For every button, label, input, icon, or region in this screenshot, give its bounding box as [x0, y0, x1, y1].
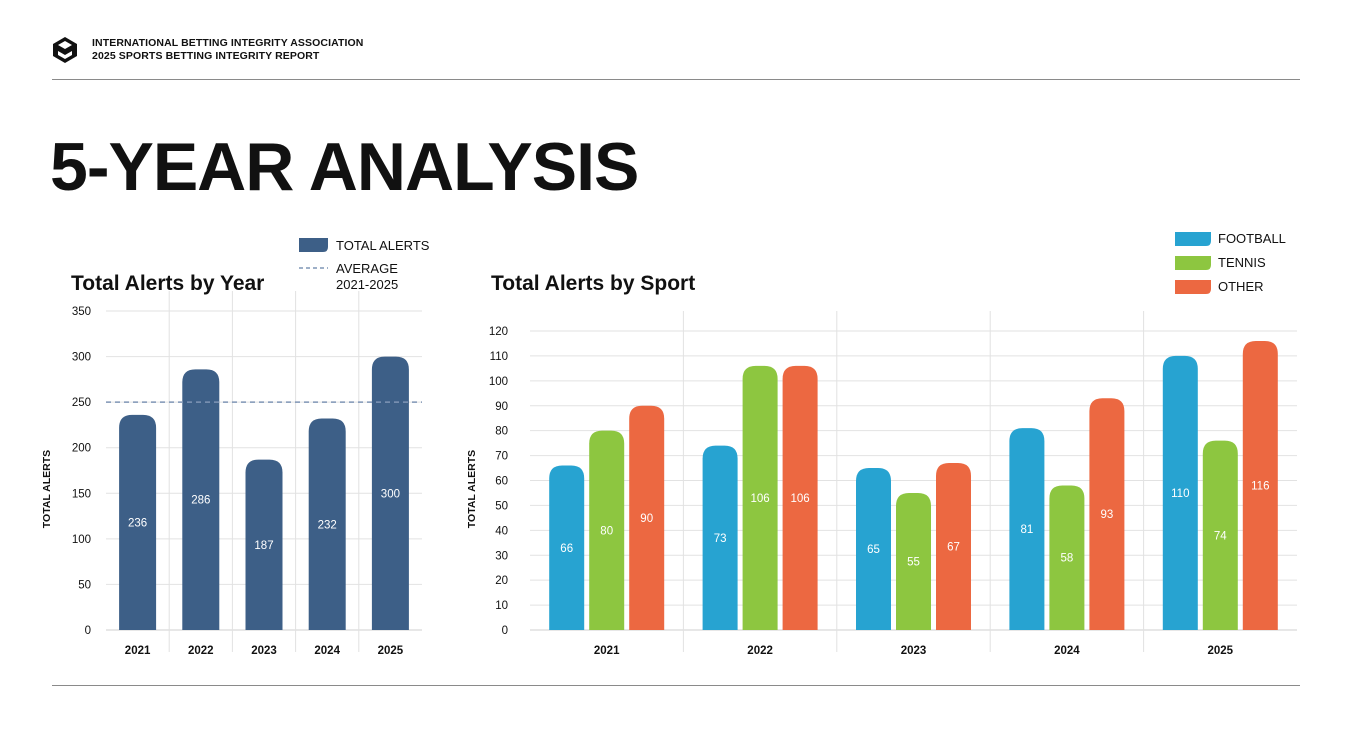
legend-label-tennis: TENNIS: [1218, 255, 1266, 270]
year-chart-y-tick-label: 300: [72, 352, 91, 364]
year-bar: [308, 418, 346, 630]
year-chart-y-tick-label: 250: [72, 397, 91, 409]
sport-bar-other: [629, 405, 665, 630]
sport-bar-value-label: 93: [1101, 509, 1114, 521]
sport-x-tick-label: 2023: [901, 645, 927, 657]
sport-bar-value-label: 55: [907, 556, 920, 568]
sport-chart-y-tick-label: 90: [495, 401, 508, 413]
sport-chart-y-tick-label: 20: [495, 575, 508, 587]
sport-bar-value-label: 106: [791, 493, 810, 505]
year-chart-y-tick-label: 100: [72, 534, 91, 546]
year-bar-value-label: 236: [128, 517, 147, 529]
sport-x-tick-label: 2021: [594, 645, 620, 657]
legend-label-other: OTHER: [1218, 279, 1264, 294]
sport-bar-value-label: 81: [1021, 524, 1034, 536]
legend-label-average-line-2: 2021-2025: [336, 277, 398, 292]
year-chart-y-tick-label: 350: [72, 306, 91, 318]
sport-chart-title: Total Alerts by Sport: [491, 272, 695, 295]
year-chart-y-axis-label: TOTAL ALERTS: [41, 450, 53, 528]
sport-chart-y-tick-label: 50: [495, 500, 508, 512]
year-bar: [182, 369, 220, 630]
sport-bar-value-label: 58: [1061, 553, 1074, 565]
sport-chart-y-tick-label: 100: [489, 376, 508, 388]
sport-chart-legend: FOOTBALL TENNIS OTHER: [1175, 231, 1286, 294]
year-bar-value-label: 286: [191, 495, 210, 507]
year-x-tick-label: 2023: [251, 645, 277, 657]
year-chart-y-tick-label: 200: [72, 443, 91, 455]
year-x-tick-label: 2022: [188, 645, 214, 657]
sport-bar-other: [936, 463, 971, 630]
association-logo-icon: [53, 37, 77, 63]
sport-chart-y-tick-label: 60: [495, 476, 508, 488]
sport-bar-value-label: 106: [751, 493, 770, 505]
sport-chart-y-tick-label: 10: [495, 600, 508, 612]
year-chart-y-tick-label: 0: [85, 625, 91, 637]
sport-chart-y-tick-label: 40: [495, 525, 508, 537]
sport-chart-y-tick-label: 30: [495, 550, 508, 562]
sport-bar-other: [782, 365, 818, 630]
report-header: INTERNATIONAL BETTING INTEGRITY ASSOCIAT…: [52, 36, 363, 64]
sport-bar-value-label: 116: [1251, 480, 1269, 492]
legend-label-average-line-1: AVERAGE: [336, 261, 398, 276]
sport-bar-football: [856, 468, 891, 630]
report-name: 2025 SPORTS BETTING INTEGRITY REPORT: [92, 50, 320, 62]
sport-bar-football: [549, 465, 585, 630]
sport-bar-other: [1089, 398, 1125, 630]
sport-bar-value-label: 73: [714, 533, 727, 545]
legend-swatch-tennis: [1175, 256, 1211, 270]
legend-label-total-alerts: TOTAL ALERTS: [336, 238, 430, 253]
year-bar: [371, 356, 409, 630]
total-alerts-by-year-chart: TOTAL ALERTS AVERAGE 2021-2025 Total Ale…: [41, 238, 430, 657]
sport-chart-y-tick-label: 80: [495, 426, 508, 438]
legend-swatch-total-alerts: [299, 238, 328, 252]
year-x-tick-label: 2024: [314, 645, 340, 657]
year-chart-y-tick-label: 150: [72, 488, 91, 500]
sport-chart-y-tick-label: 70: [495, 451, 508, 463]
legend-swatch-other: [1175, 280, 1211, 294]
header-divider: [52, 79, 1300, 80]
sport-x-tick-label: 2025: [1208, 645, 1234, 657]
year-x-tick-label: 2025: [378, 645, 404, 657]
year-chart-legend: TOTAL ALERTS AVERAGE 2021-2025: [299, 238, 430, 292]
sport-chart-y-tick-label: 0: [502, 625, 508, 637]
page-title: 5-YEAR ANALYSIS: [50, 129, 639, 205]
sport-x-tick-label: 2022: [747, 645, 773, 657]
sport-bar-tennis: [1049, 485, 1085, 630]
sport-bar-value-label: 67: [947, 542, 960, 554]
sport-bar-tennis: [589, 430, 625, 630]
sport-bar-value-label: 90: [640, 513, 653, 525]
year-bar-value-label: 232: [318, 519, 337, 531]
sport-bar-football: [702, 445, 738, 630]
year-bar: [119, 414, 157, 630]
sport-bar-value-label: 65: [867, 544, 880, 556]
sport-chart-y-tick-label: 120: [489, 326, 508, 338]
footer-divider: [52, 685, 1300, 686]
total-alerts-by-sport-chart: FOOTBALL TENNIS OTHER Total Alerts by Sp…: [466, 231, 1297, 657]
sport-bar-tennis: [742, 365, 778, 630]
sport-bar-football: [1009, 428, 1045, 630]
sport-chart-y-tick-label: 110: [490, 351, 508, 363]
organization-name: INTERNATIONAL BETTING INTEGRITY ASSOCIAT…: [92, 37, 364, 49]
sport-bar-tennis: [1202, 440, 1238, 630]
sport-bar-value-label: 110: [1171, 488, 1189, 500]
sport-bar-value-label: 66: [560, 543, 573, 555]
year-chart-y-tick-label: 50: [78, 579, 91, 591]
organization-block: INTERNATIONAL BETTING INTEGRITY ASSOCIAT…: [92, 37, 363, 63]
sport-bar-football: [1162, 355, 1198, 630]
sport-bar-value-label: 80: [600, 525, 613, 537]
year-bar-value-label: 187: [254, 540, 273, 552]
year-bar-value-label: 300: [381, 488, 400, 500]
legend-swatch-football: [1175, 232, 1211, 246]
sport-bar-tennis: [896, 492, 931, 630]
year-chart-title: Total Alerts by Year: [71, 272, 264, 295]
legend-label-football: FOOTBALL: [1218, 231, 1286, 246]
sport-chart-y-axis-label: TOTAL ALERTS: [466, 450, 478, 528]
sport-bar-value-label: 74: [1214, 530, 1227, 542]
year-bar: [245, 459, 283, 630]
sport-bar-other: [1242, 340, 1278, 630]
year-x-tick-label: 2021: [125, 645, 151, 657]
sport-x-tick-label: 2024: [1054, 645, 1080, 657]
